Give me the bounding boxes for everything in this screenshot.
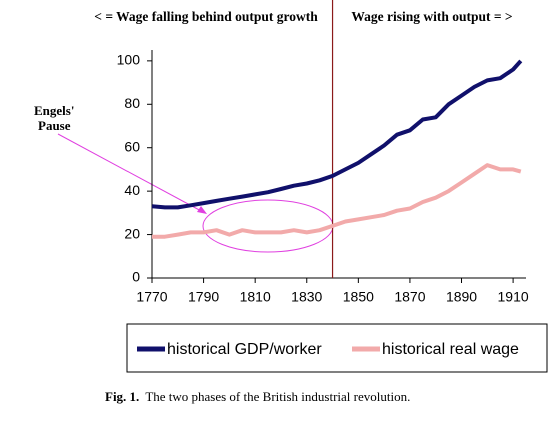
x-tick-label: 1850 (343, 289, 374, 305)
caption: Fig. 1. The two phases of the British ind… (105, 389, 410, 404)
y-tick-label: 60 (124, 138, 140, 154)
x-tick-label: 1890 (446, 289, 477, 305)
x-tick-label: 1770 (136, 289, 167, 305)
x-tick-label: 1810 (240, 289, 271, 305)
x-tick-label: 1830 (291, 289, 322, 305)
data-line (151, 59, 523, 210)
x-tick-label: 1870 (394, 289, 425, 305)
y-tick-label: 40 (124, 182, 140, 198)
phase-left-label: < = Wage falling behind output growth (94, 9, 318, 24)
annotation: Pause (38, 118, 71, 133)
legend-label: historical GDP/worker (167, 341, 322, 358)
legend-label: historical real wage (382, 341, 519, 358)
phase-right-label: Wage rising with output = > (351, 9, 512, 24)
y-tick-label: 80 (124, 95, 140, 111)
caption-text: The two phases of the British industrial… (145, 389, 410, 404)
legend-box (126, 323, 548, 373)
x-tick-label: 1910 (498, 289, 529, 305)
arrowhead (197, 206, 207, 214)
y-tick-label: 20 (124, 225, 140, 241)
caption-label: Fig. 1. (105, 389, 139, 404)
y-tick-label: 0 (132, 269, 140, 285)
y-tick-label: 100 (117, 52, 141, 68)
highlight-ellipse (202, 199, 334, 253)
annotation-arrow (57, 133, 204, 213)
annotation: Engels' (34, 103, 74, 118)
x-tick-label: 1790 (188, 289, 219, 305)
data-line (152, 163, 522, 239)
